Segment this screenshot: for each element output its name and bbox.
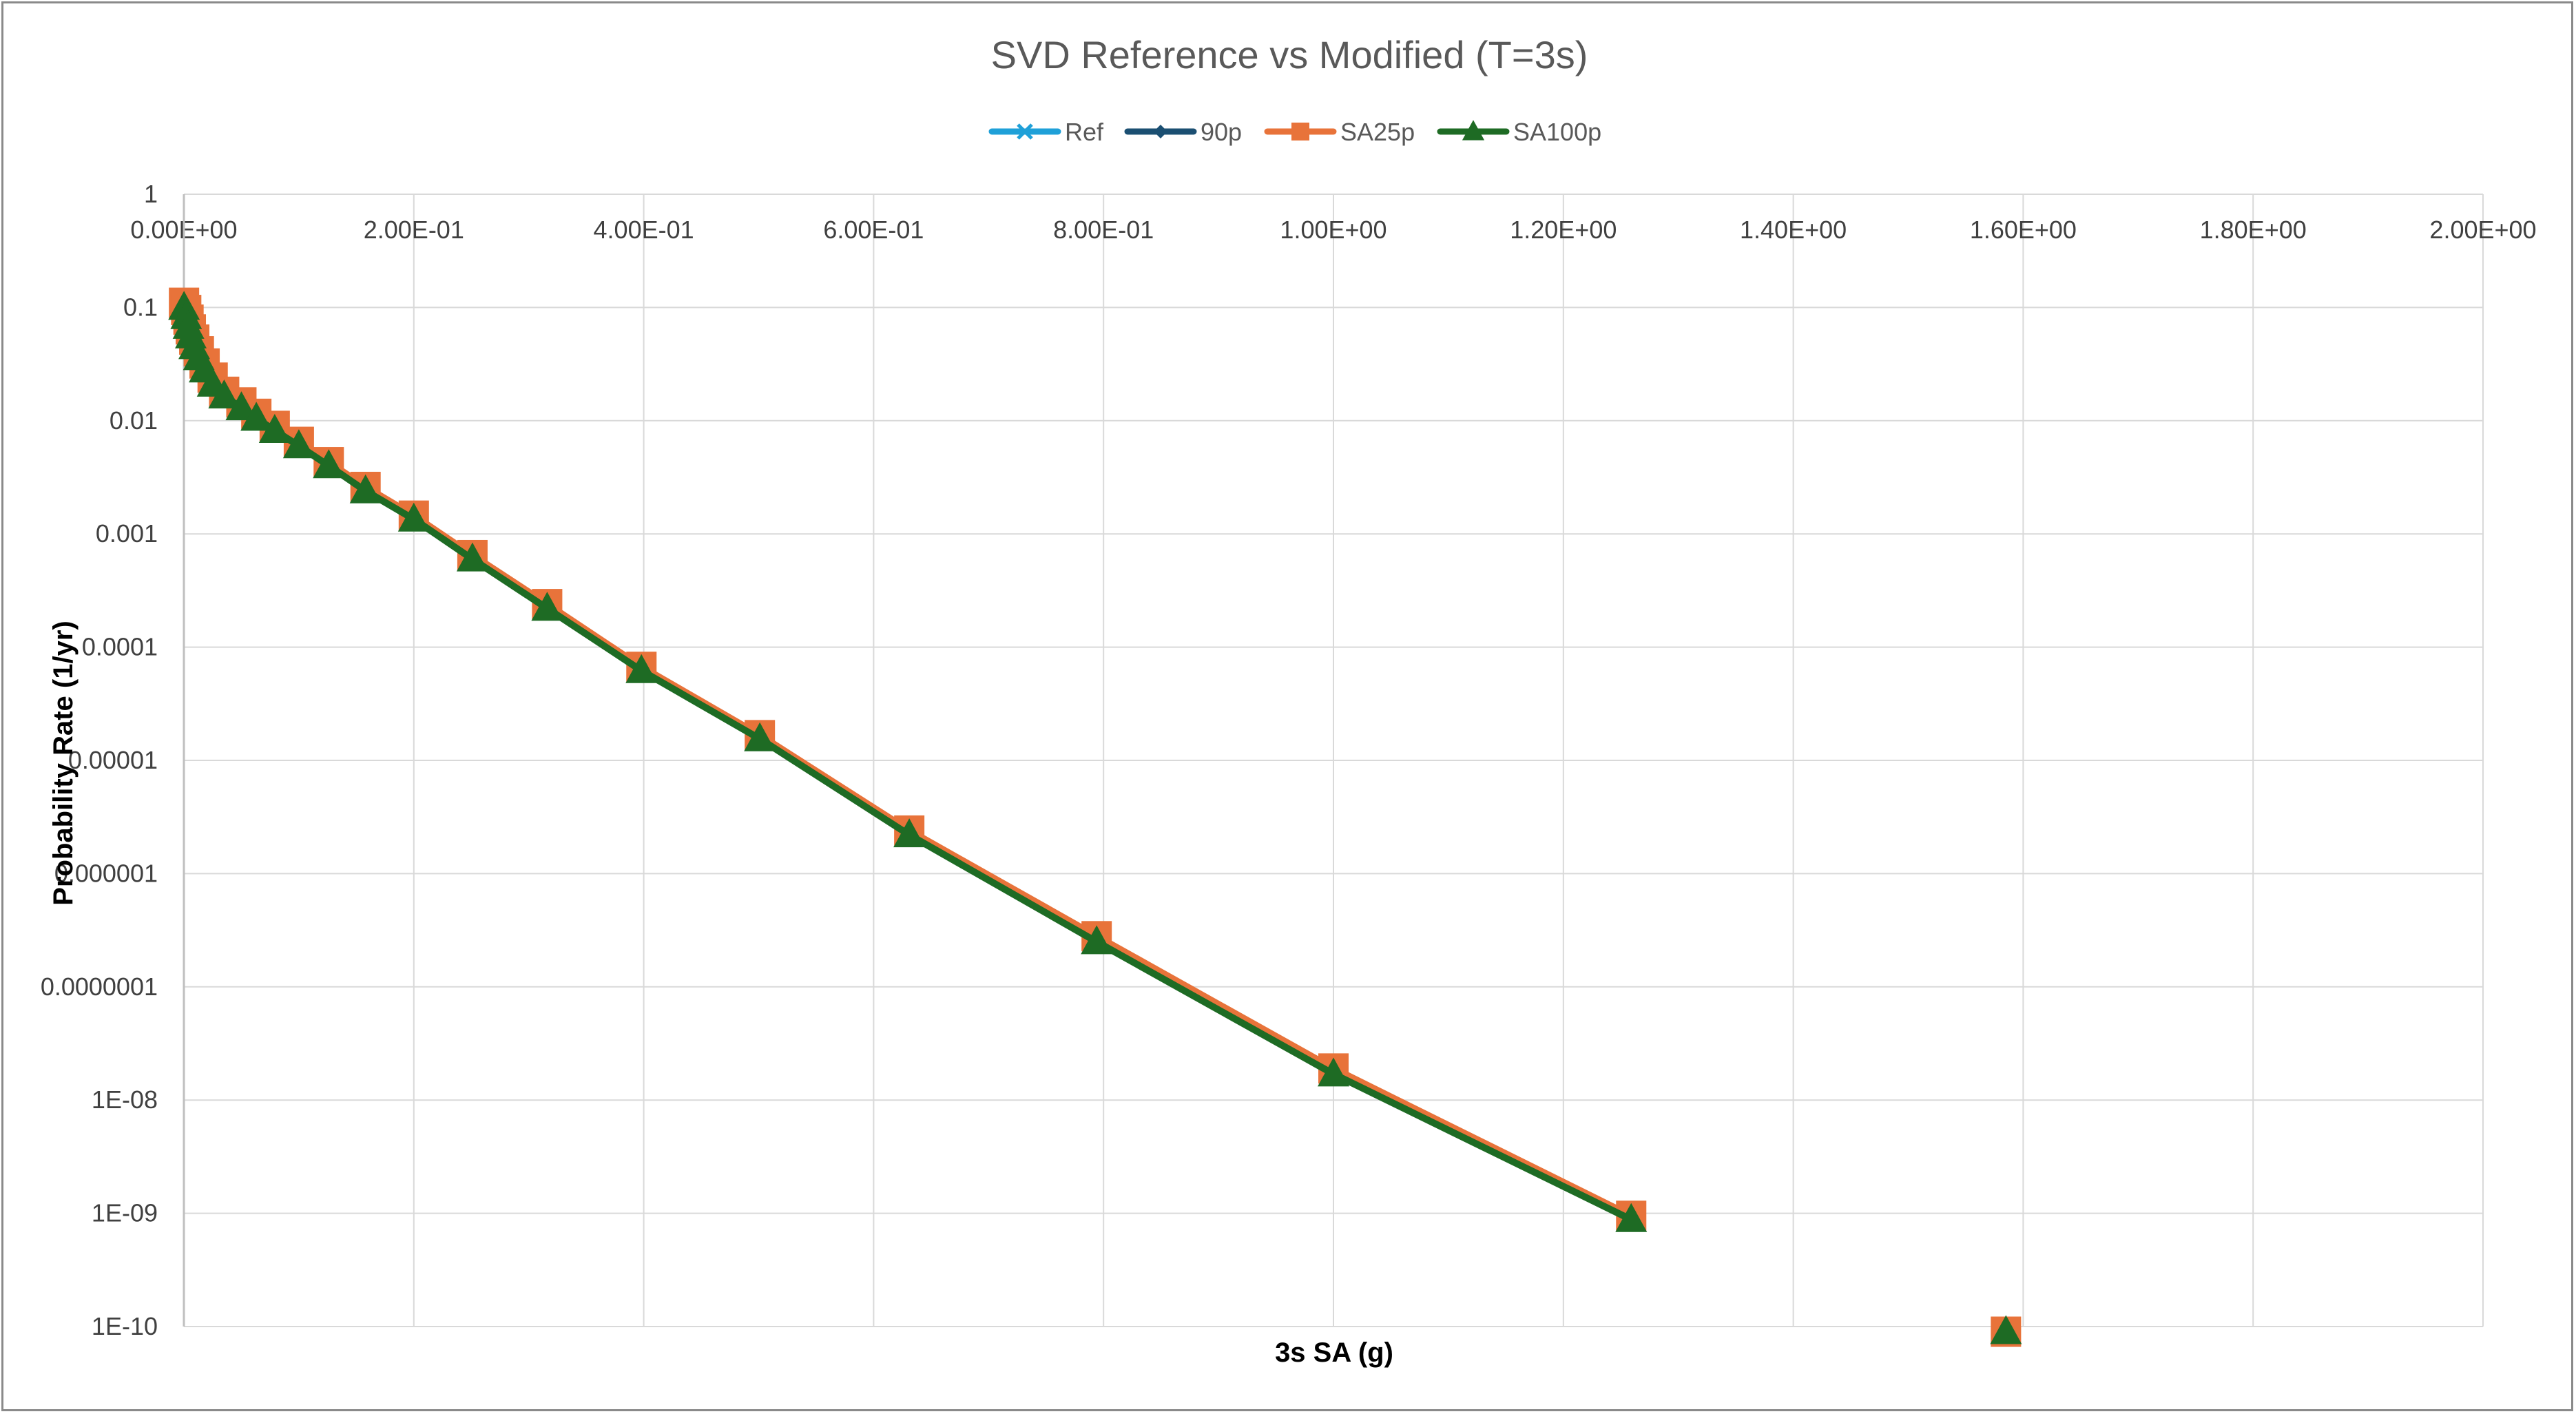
legend-item-90p[interactable]: 90p	[1124, 118, 1242, 146]
legend-item-ref[interactable]: Ref	[988, 118, 1104, 146]
chart-title: SVD Reference vs Modified (T=3s)	[991, 33, 1588, 76]
legend-item-sa25p[interactable]: SA25p	[1264, 118, 1415, 146]
series-sa100p	[168, 291, 2022, 1344]
legend-label: 90p	[1201, 118, 1242, 146]
data-point	[208, 380, 240, 409]
y-tick-label: 0.0000001	[41, 973, 158, 1001]
series-line	[182, 306, 1632, 1220]
series-line	[180, 306, 1633, 1223]
data-point	[1154, 125, 1167, 138]
data-point	[258, 413, 291, 443]
data-point	[1291, 123, 1309, 141]
x-tick-label: 4.00E-01	[594, 216, 694, 244]
data-point	[282, 429, 315, 459]
legend-label: SA25p	[1340, 118, 1415, 146]
x-tick-label: 2.00E-01	[364, 216, 464, 244]
x-axis-title: 3s SA (g)	[1275, 1338, 1393, 1368]
data-point	[397, 502, 430, 532]
data-point	[1017, 123, 1033, 140]
data-point	[893, 818, 926, 848]
x-tick-label: 6.00E-01	[823, 216, 924, 244]
data-point	[349, 474, 382, 503]
series-line	[182, 306, 1632, 1220]
x-tick-label: 1.60E+00	[1970, 216, 2077, 244]
data-point	[456, 542, 488, 572]
y-tick-label: 1E-08	[92, 1085, 158, 1114]
x-tick-label: 1.20E+00	[1510, 216, 1617, 244]
y-tick-label: 0.000001	[54, 859, 158, 887]
legend-item-sa100p[interactable]: SA100p	[1437, 118, 1601, 146]
x-tick-label: 8.00E-01	[1053, 216, 1154, 244]
data-point	[1318, 1057, 1349, 1087]
series-ref	[174, 298, 2016, 1342]
data-point	[1462, 120, 1485, 141]
x-tick-label: 2.00E+00	[2429, 216, 2536, 244]
y-tick-label: 0.1	[123, 293, 158, 321]
y-tick-label: 0.01	[110, 406, 158, 435]
x-tick-label: 1.40E+00	[1740, 216, 1847, 244]
data-point	[313, 449, 345, 479]
y-tick-label: 0.00001	[68, 746, 158, 774]
data-point	[625, 654, 658, 683]
data-point	[531, 592, 563, 621]
legend: Ref 90p SA25p SA100p	[988, 118, 1601, 146]
data-point	[240, 402, 273, 431]
chart-svg: SVD Reference vs Modified (T=3s) Ref 90p S…	[41, 33, 2537, 1368]
series-sa25p	[169, 287, 2022, 1347]
x-tick-label: 1.80E+00	[2200, 216, 2307, 244]
series-group	[168, 287, 2022, 1347]
y-tick-label: 1	[144, 180, 158, 208]
legend-label: SA100p	[1513, 118, 1601, 146]
y-tick-label: 0.001	[96, 519, 158, 548]
series-90p	[176, 299, 2015, 1340]
y-axis-title: Probability Rate (1/yr)	[48, 621, 79, 905]
legend-label: Ref	[1065, 118, 1104, 146]
series-line	[180, 302, 1633, 1219]
data-point	[1990, 1315, 2022, 1344]
y-tick-label: 0.0001	[82, 633, 158, 661]
data-point	[225, 391, 258, 421]
data-point	[744, 722, 776, 751]
y-tick-label: 1E-10	[92, 1312, 158, 1340]
data-point	[1081, 925, 1113, 955]
axes: 1 0.1 0.01 0.001 0.0001 0.00001 0.000001 0.0000…	[41, 180, 2537, 1340]
x-tick-label: 1.00E+00	[1280, 216, 1386, 244]
gridlines	[183, 194, 2484, 1327]
data-point	[1615, 1203, 1648, 1232]
y-tick-label: 1E-09	[92, 1199, 158, 1227]
